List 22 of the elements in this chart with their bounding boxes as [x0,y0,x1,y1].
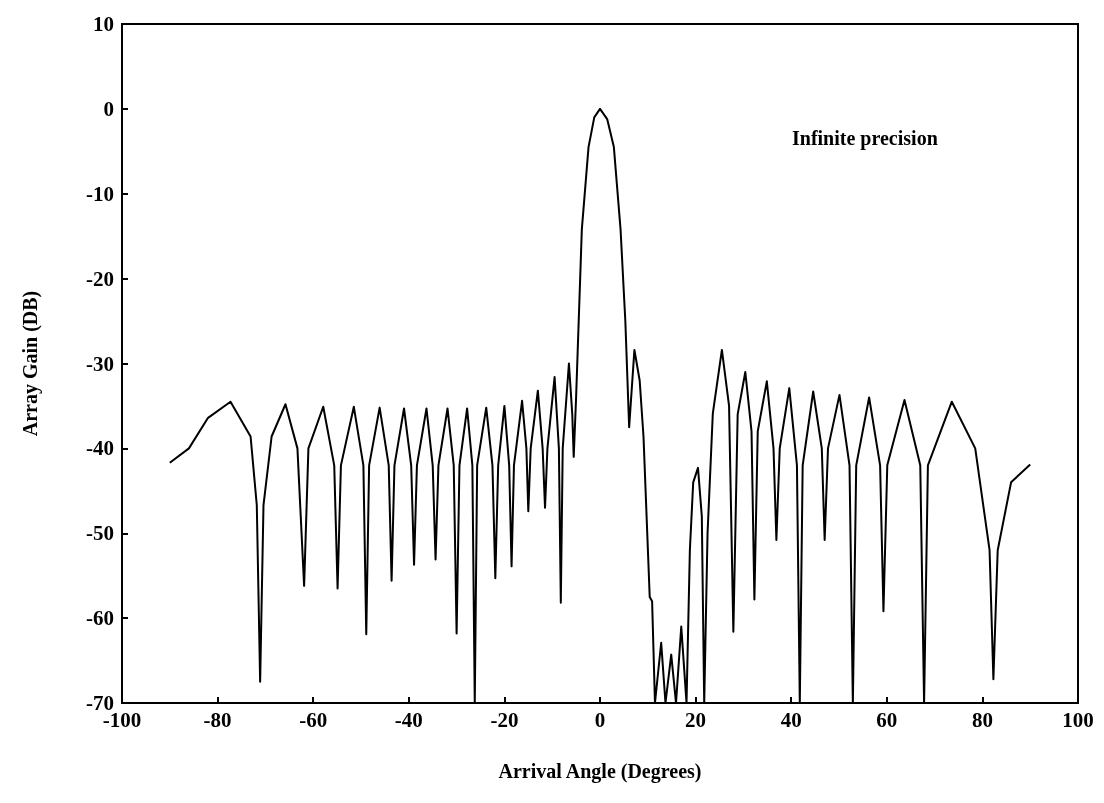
y-tick-label: -40 [86,436,114,461]
x-tick-label: -60 [299,707,328,732]
x-axis-title: Arrival Angle (Degrees) [498,760,702,783]
annotation: Infinite precision [792,127,938,150]
x-tick-label: -20 [490,707,519,732]
y-tick-label: -30 [86,351,114,376]
y-tick-label: -10 [86,181,114,206]
y-tick-label: -60 [86,606,114,631]
y-tick-label: -20 [86,266,114,291]
x-tick-label: 80 [971,707,993,732]
y-tick-label: -50 [86,521,114,546]
line-series [168,107,1032,704]
x-tick-label: -80 [203,707,232,732]
y-tick-label: 0 [103,96,114,121]
y-axis-title: Array Gain (DB) [19,290,42,437]
x-tick-label: -40 [394,707,423,732]
x-tick-label: 20 [685,707,707,732]
x-tick-label: 0 [594,707,606,732]
y-tick-label: 10 [93,12,114,36]
x-tick-label: 40 [780,707,802,732]
x-tick-label: 60 [876,707,898,732]
x-tick-label: 100 [1062,707,1094,732]
